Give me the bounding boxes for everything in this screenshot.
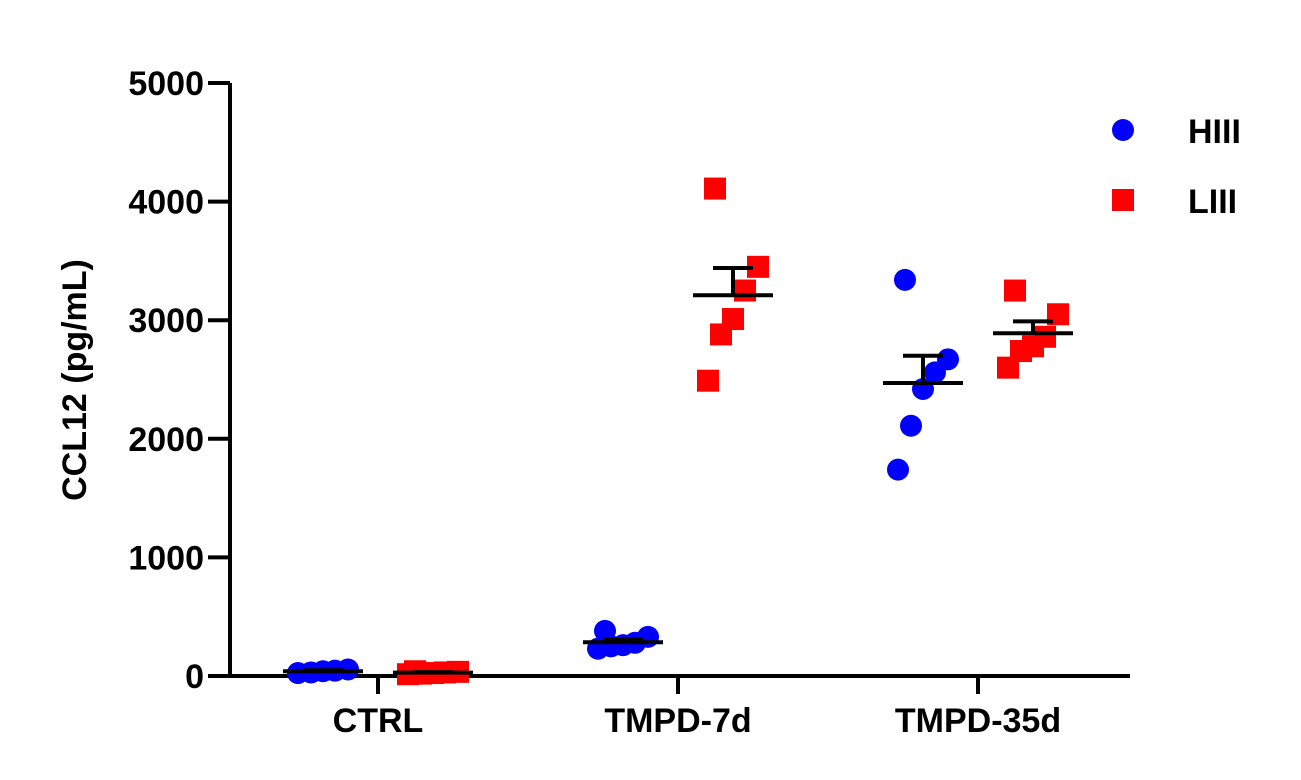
- data-point: [887, 458, 909, 481]
- data-point: [722, 308, 744, 331]
- y-tick-label: 0: [185, 658, 204, 696]
- legend-marker-liii: [1112, 189, 1134, 211]
- y-tick-label: 1000: [128, 539, 204, 577]
- series-liii: [393, 177, 1073, 686]
- x-tick-label: CTRL: [333, 702, 424, 740]
- axes: 0 1000 2000 3000 4000 5000 CTRL TMPD-7d TMPD-35d: [128, 65, 1130, 740]
- data-point: [1004, 279, 1026, 302]
- y-tick-label: 5000: [128, 65, 204, 103]
- legend-label-hiii: HIII: [1188, 113, 1241, 151]
- data-point: [734, 279, 756, 302]
- data-point: [704, 177, 726, 200]
- data-point: [697, 369, 719, 392]
- y-tick-label: 4000: [128, 184, 204, 222]
- x-tick-label: TMPD-35d: [895, 702, 1061, 740]
- data-point: [997, 356, 1019, 379]
- data-point: [594, 619, 616, 642]
- data-marks: [283, 177, 1073, 686]
- legend-label-liii: LIII: [1188, 183, 1237, 221]
- y-tick-label: 3000: [128, 302, 204, 340]
- data-point: [747, 255, 769, 278]
- data-point: [894, 268, 916, 291]
- data-point: [900, 414, 922, 437]
- y-axis-title: CCL12 (pg/mL): [56, 259, 94, 501]
- legend: HIII LIII: [1112, 113, 1241, 221]
- data-point: [937, 348, 959, 371]
- data-point: [1034, 325, 1056, 348]
- y-tick-label: 2000: [128, 421, 204, 459]
- data-point: [637, 625, 659, 648]
- x-tick-label: TMPD-7d: [604, 702, 751, 740]
- series-hiii: [283, 268, 963, 685]
- legend-marker-hiii: [1112, 119, 1134, 141]
